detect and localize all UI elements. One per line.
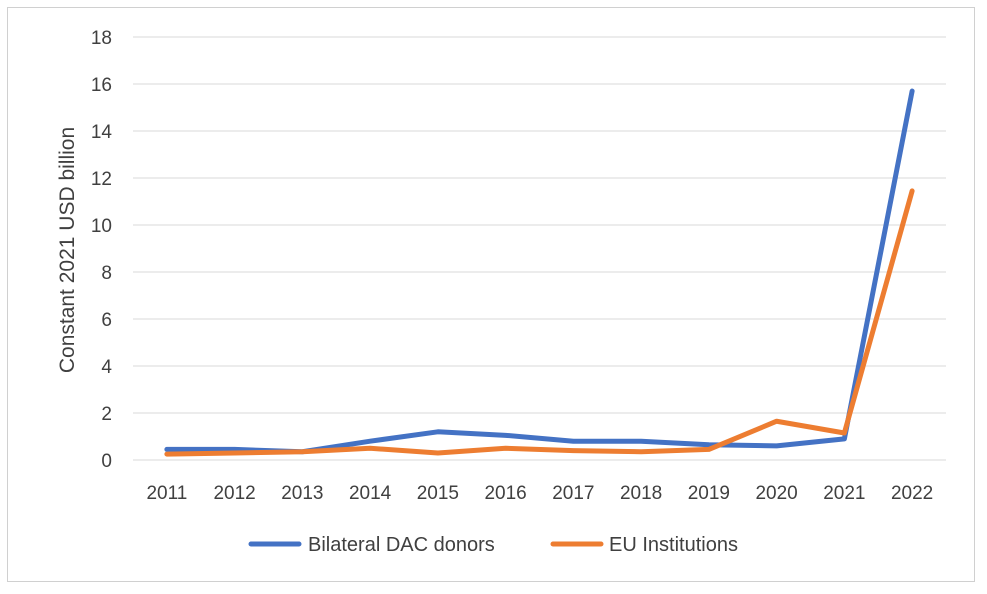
y-axis-ticks: 0 2 4 6 8 10 12 14 16 18: [91, 28, 113, 472]
y-tick-label: 4: [101, 357, 112, 378]
x-tick-label: 2015: [417, 483, 459, 504]
chart-frame: [7, 7, 975, 582]
x-tick-label: 2012: [213, 483, 255, 504]
legend: Bilateral DAC donors EU Institutions: [248, 534, 738, 556]
y-tick-label: 0: [101, 451, 112, 472]
x-tick-label: 2011: [146, 483, 187, 504]
x-tick-label: 2014: [349, 483, 392, 504]
x-axis-ticks: 2011 2012 2013 2014 2015 2016 2017 2018 2019 2020…: [146, 483, 933, 504]
x-tick-label: 2016: [484, 483, 526, 504]
x-tick-label: 2022: [891, 483, 933, 504]
y-tick-label: 14: [91, 122, 113, 143]
legend-label-0: Bilateral DAC donors: [308, 534, 495, 556]
y-axis-title: Constant 2021 USD billion: [56, 127, 79, 373]
gridlines: [133, 36, 946, 461]
y-tick-label: 16: [91, 75, 112, 96]
y-tick-label: 2: [101, 404, 112, 425]
series-line-0: [164, 88, 915, 455]
y-tick-label: 8: [101, 263, 112, 284]
x-tick-label: 2017: [552, 483, 594, 504]
y-tick-label: 10: [91, 216, 112, 237]
series-lines: [164, 88, 915, 457]
x-tick-label: 2013: [281, 483, 323, 504]
x-tick-label: 2019: [688, 483, 730, 504]
series-line-1: [164, 188, 915, 457]
y-tick-label: 18: [91, 28, 112, 49]
y-tick-label: 12: [91, 169, 112, 190]
x-tick-label: 2018: [620, 483, 662, 504]
y-tick-label: 6: [101, 310, 112, 331]
x-tick-label: 2020: [755, 483, 797, 504]
x-tick-label: 2021: [823, 483, 865, 504]
legend-label-1: EU Institutions: [609, 534, 738, 556]
